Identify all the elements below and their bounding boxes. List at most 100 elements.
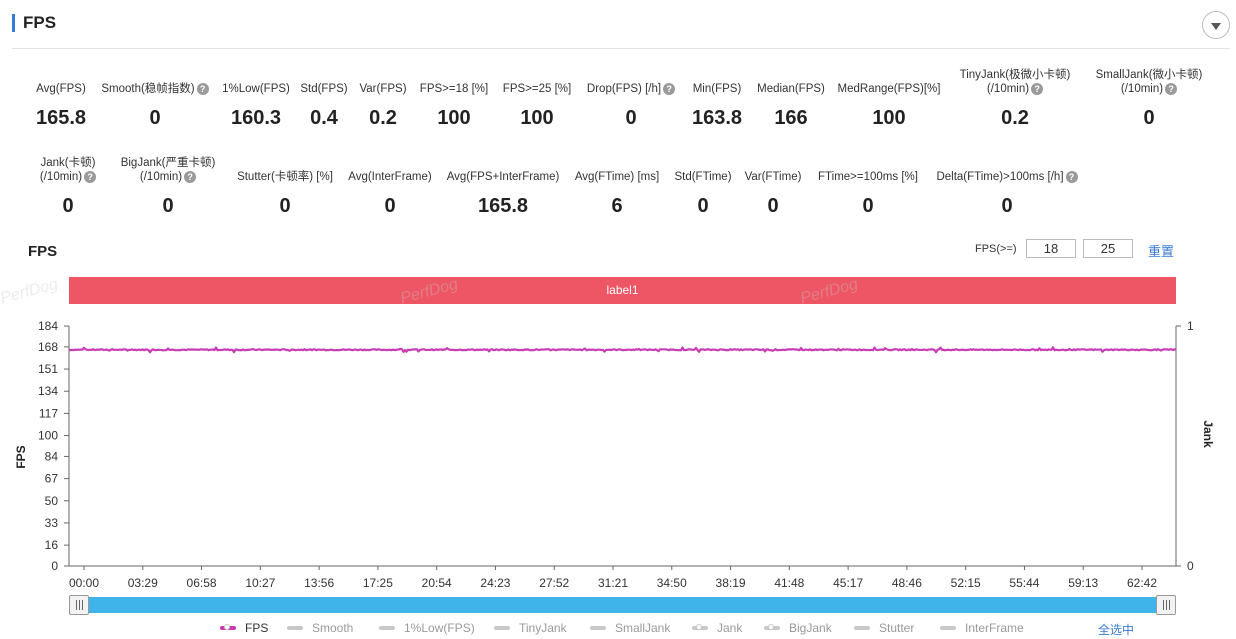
x-tick-label: 20:54 <box>422 576 452 590</box>
metric-item: Jank(卡顿) (/10min)? 0 <box>0 156 158 218</box>
metric-label-unit: (/10min)? <box>925 82 1105 96</box>
legend-item[interactable]: Smooth <box>287 621 353 635</box>
metric-value: 100 <box>520 107 554 129</box>
metric-value: 0.2 <box>1001 107 1029 129</box>
metric-value: 100 <box>437 107 471 129</box>
threshold-input-1[interactable] <box>1026 239 1076 258</box>
metric-label-unit: (/10min)? <box>78 170 258 184</box>
help-icon[interactable]: ? <box>84 170 97 183</box>
metric-label-text: 1%Low(FPS) <box>222 83 290 95</box>
legend-item[interactable]: InterFrame <box>940 621 1024 635</box>
metric-label: Min(FPS) <box>627 82 807 96</box>
metric-label-text: Median(FPS) <box>757 83 825 95</box>
legend-item[interactable]: 1%Low(FPS) <box>379 621 475 635</box>
y-tick-label: 117 <box>39 406 58 420</box>
metric-label-unit: (/10min)? <box>1059 82 1236 96</box>
y-tick-label: 100 <box>38 429 58 443</box>
metric-value: 0.2 <box>369 107 397 129</box>
metric-value: 0 <box>384 195 396 217</box>
legend-item[interactable]: Jank <box>692 621 742 635</box>
metric-label-text: Drop(FPS) [/h] <box>586 83 662 95</box>
metric-label-unit-text: (/10min) <box>986 83 1030 95</box>
legend-label: Stutter <box>879 621 915 635</box>
metric-label: BigJank(严重卡顿) <box>78 156 258 170</box>
metric-label: Std(FTime) <box>613 170 793 184</box>
metric-label-text: Avg(FPS) <box>36 83 86 95</box>
metric-label: FPS>=25 [%] <box>447 82 627 96</box>
time-range-slider[interactable] <box>69 597 1176 613</box>
metric-item: FTime>=100ms [%] 0 <box>778 170 958 218</box>
metric-label-text: FPS>=18 [%] <box>419 83 489 95</box>
legend-item[interactable]: SmallJank <box>590 621 670 635</box>
reset-button[interactable]: 重置 <box>1148 244 1175 259</box>
legend-item[interactable]: BigJank <box>764 621 832 635</box>
y-tick-label: 84 <box>45 449 59 463</box>
metric-label-text: FPS>=25 [%] <box>502 83 572 95</box>
metric-label: Avg(FPS+InterFrame) <box>413 170 593 184</box>
x-tick-label: 00:00 <box>69 576 99 590</box>
metric-value: 163.8 <box>691 107 743 129</box>
slider-handle-right[interactable] <box>1156 595 1176 615</box>
metric-value: 6 <box>611 195 623 217</box>
metric-label-text: FTime>=100ms [%] <box>818 171 918 183</box>
metric-item: 1%Low(FPS) 160.3 <box>166 82 346 130</box>
threshold-input-2[interactable] <box>1083 239 1133 258</box>
y-tick-label: 33 <box>45 516 59 530</box>
metric-value: 165.8 <box>477 195 529 217</box>
x-tick-label: 17:25 <box>363 576 393 590</box>
metric-item: Avg(FPS) 165.8 <box>0 82 151 130</box>
metric-label-text: SmallJank(微小卡顿) <box>1095 69 1203 81</box>
metric-label-text: Var(FTime) <box>744 171 802 183</box>
help-icon[interactable]: ? <box>663 82 676 95</box>
metric-item: Delta(FTime)>100ms [/h]? 0 <box>917 170 1097 218</box>
metric-label: Avg(FPS) <box>0 82 151 96</box>
metric-label-text: MedRange(FPS)[%] <box>837 83 941 95</box>
legend-swatch <box>590 626 606 630</box>
metric-value: 0.4 <box>310 107 338 129</box>
legend-item[interactable]: Stutter <box>854 621 914 635</box>
x-tick-label: 34:50 <box>657 576 687 590</box>
legend-swatch <box>692 624 708 630</box>
legend-label: TinyJank <box>519 621 567 635</box>
legend-item[interactable]: TinyJank <box>494 621 567 635</box>
help-icon[interactable]: ? <box>1065 170 1078 183</box>
metric-value: 0 <box>1143 107 1155 129</box>
metric-value: 0 <box>62 195 74 217</box>
legend-label: Smooth <box>312 621 354 635</box>
y-tick-label: 134 <box>38 384 58 398</box>
metric-label: Avg(InterFrame) <box>300 170 480 184</box>
help-icon[interactable]: ? <box>184 170 197 183</box>
help-icon[interactable]: ? <box>1165 82 1178 95</box>
metric-item: Stutter(卡顿率) [%] 0 <box>195 170 375 218</box>
metric-value: 160.3 <box>230 107 282 129</box>
select-all-button[interactable]: 全选中 <box>1098 623 1135 637</box>
collapse-button[interactable] <box>1202 11 1230 39</box>
metric-label: SmallJank(微小卡顿) <box>1059 68 1236 82</box>
y-tick-label: 50 <box>45 494 59 508</box>
metric-value: 0 <box>1001 195 1013 217</box>
legend-label: FPS <box>245 621 269 635</box>
legend-swatch <box>854 626 870 630</box>
metric-label-text: Jank(卡顿) <box>40 157 96 169</box>
metric-label-text: Min(FPS) <box>692 83 742 95</box>
x-tick-label: 45:17 <box>833 576 863 590</box>
legend-swatch <box>494 626 510 630</box>
label-band[interactable]: label1 <box>69 277 1176 304</box>
legend-swatch <box>764 624 780 630</box>
help-icon[interactable]: ? <box>1031 82 1044 95</box>
x-tick-label: 27:52 <box>539 576 569 590</box>
metric-label-unit: (/10min)? <box>0 170 158 184</box>
metric-label-text: Std(FPS) <box>300 83 348 95</box>
metric-value: 100 <box>872 107 906 129</box>
metric-label-unit-text: (/10min) <box>1120 83 1164 95</box>
metric-item: Avg(FTime) [ms] 6 <box>527 170 707 218</box>
legend-item[interactable]: FPS <box>220 621 268 635</box>
metric-item: TinyJank(极微小卡顿) (/10min)? 0.2 <box>925 68 1105 130</box>
metric-label-unit-text: (/10min) <box>39 171 83 183</box>
metric-value: 0 <box>279 195 291 217</box>
slider-handle-left[interactable] <box>69 595 89 615</box>
metric-value: 0 <box>697 195 709 217</box>
metric-item: Std(FTime) 0 <box>613 170 793 218</box>
metric-label: Smooth(稳帧指数)? <box>65 82 245 96</box>
help-icon[interactable]: ? <box>196 82 209 95</box>
